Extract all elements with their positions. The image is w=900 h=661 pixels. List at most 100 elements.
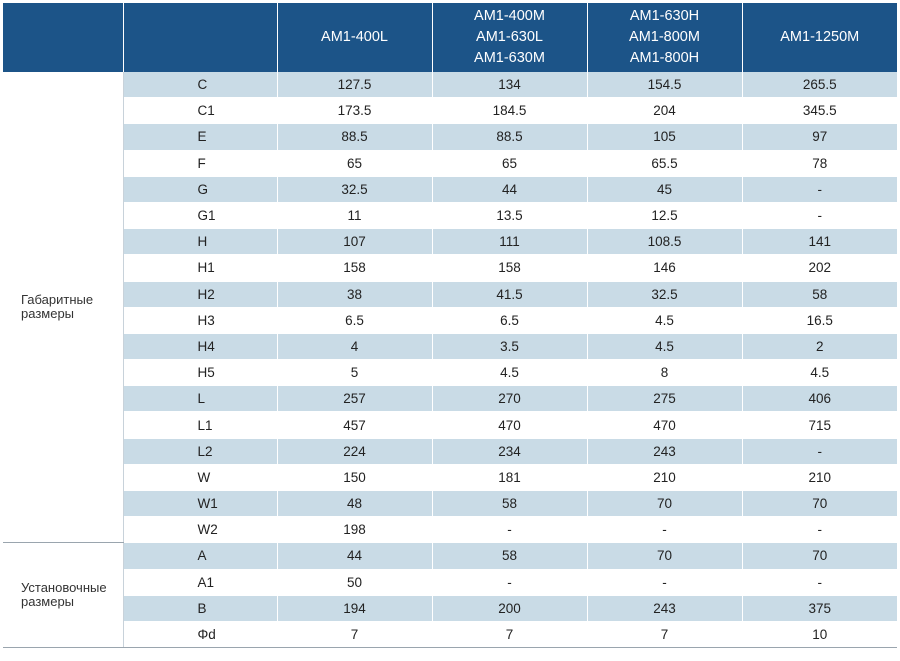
value-cell: 4 bbox=[277, 333, 433, 361]
value-cell: 198 bbox=[277, 516, 433, 544]
value-cell: 65 bbox=[432, 150, 588, 177]
value-cell: 146 bbox=[587, 254, 743, 282]
param-name: H1 bbox=[123, 254, 278, 282]
param-name: H3 bbox=[123, 307, 278, 334]
value-cell: 16.5 bbox=[742, 307, 897, 334]
value-cell: 32.5 bbox=[277, 176, 433, 203]
table-row: H5 5 4.5 8 4.5 bbox=[3, 359, 897, 387]
value-cell: 4.5 bbox=[587, 307, 743, 334]
group-label: Габаритные размеры bbox=[3, 72, 124, 544]
value-cell: 257 bbox=[277, 385, 433, 413]
value-cell: 88.5 bbox=[432, 123, 588, 151]
value-cell: 58 bbox=[742, 281, 897, 308]
value-cell: 58 bbox=[432, 542, 588, 570]
value-cell: 65 bbox=[277, 150, 433, 177]
value-cell: 58 bbox=[432, 490, 588, 518]
value-cell: 4.5 bbox=[432, 359, 588, 387]
value-cell: - bbox=[742, 438, 897, 465]
value-cell: 202 bbox=[742, 254, 897, 282]
value-cell: 107 bbox=[277, 228, 433, 256]
table-row: F 65 65 65.5 78 bbox=[3, 150, 897, 177]
dimensions-table: AM1-400L AM1-400M AM1-630L AM1-630M AM1-… bbox=[3, 3, 897, 649]
value-cell: 78 bbox=[742, 150, 897, 177]
value-cell: 111 bbox=[432, 228, 588, 256]
value-cell: 105 bbox=[587, 123, 743, 151]
value-cell: 45 bbox=[587, 176, 743, 203]
table-body: Габаритные размеры C 127.5 134 154.5 265.5 C1 17… bbox=[3, 72, 897, 649]
value-cell: 158 bbox=[277, 254, 433, 282]
value-cell: 12.5 bbox=[587, 202, 743, 230]
value-cell: 10 bbox=[742, 621, 897, 649]
value-cell: - bbox=[742, 516, 897, 544]
value-cell: 108.5 bbox=[587, 228, 743, 256]
value-cell: - bbox=[587, 516, 743, 544]
value-cell: 8 bbox=[587, 359, 743, 387]
model-name: AM1-400L bbox=[321, 29, 388, 45]
value-cell: 44 bbox=[432, 176, 588, 203]
value-cell: 406 bbox=[742, 385, 897, 413]
table-row: Установочные размеры A 44 58 70 70 bbox=[3, 542, 897, 649]
value-cell: 38 bbox=[277, 281, 433, 308]
value-cell: - bbox=[742, 569, 897, 596]
value-cell: 210 bbox=[742, 464, 897, 492]
value-cell: - bbox=[742, 202, 897, 230]
value-cell: 134 bbox=[432, 72, 588, 99]
value-cell: 6.5 bbox=[277, 307, 433, 334]
value-cell: 234 bbox=[432, 438, 588, 465]
model-name: AM1-1250M bbox=[780, 29, 860, 45]
header-row: AM1-400L AM1-400M AM1-630L AM1-630M AM1-… bbox=[3, 3, 897, 72]
model-name: AM1-630L bbox=[476, 29, 543, 45]
table-row: B 194 200 243 375 bbox=[3, 595, 897, 622]
param-name: L2 bbox=[123, 438, 278, 465]
model-name: AM1-630M bbox=[474, 50, 545, 66]
value-cell: 210 bbox=[587, 464, 743, 492]
value-cell: 65.5 bbox=[587, 150, 743, 177]
value-cell: 70 bbox=[587, 542, 743, 570]
param-name: H bbox=[123, 228, 278, 256]
value-cell: 7 bbox=[587, 621, 743, 649]
value-cell: 158 bbox=[432, 254, 588, 282]
table-row: L2 224 234 243- bbox=[3, 438, 897, 465]
table-row: G 32.5 44 45- bbox=[3, 176, 897, 203]
value-cell: - bbox=[432, 569, 588, 596]
value-cell: 141 bbox=[742, 228, 897, 256]
value-cell: 7 bbox=[277, 621, 433, 649]
value-cell: 375 bbox=[742, 595, 897, 622]
value-cell: 200 bbox=[432, 595, 588, 622]
value-cell: 70 bbox=[742, 490, 897, 518]
header-model-cell: AM1-400L bbox=[277, 3, 433, 72]
value-cell: 6.5 bbox=[432, 307, 588, 334]
value-cell: 7 bbox=[432, 621, 588, 649]
value-cell: 88.5 bbox=[277, 123, 433, 151]
param-name: G1 bbox=[123, 202, 278, 230]
param-name: A bbox=[123, 542, 278, 570]
table-row: C1 173.5 184.5 204 345.5 bbox=[3, 97, 897, 125]
value-cell: 70 bbox=[742, 542, 897, 570]
value-cell: 32.5 bbox=[587, 281, 743, 308]
table-row: W2 198- - - bbox=[3, 516, 897, 544]
value-cell: 150 bbox=[277, 464, 433, 492]
value-cell: - bbox=[587, 569, 743, 596]
param-name: A1 bbox=[123, 569, 278, 596]
value-cell: 224 bbox=[277, 438, 433, 465]
value-cell: 184.5 bbox=[432, 97, 588, 125]
value-cell: 243 bbox=[587, 438, 743, 465]
param-name: H2 bbox=[123, 281, 278, 308]
group-label-line: Габаритные bbox=[21, 292, 94, 308]
value-cell: 715 bbox=[742, 411, 897, 439]
model-name: AM1-630H bbox=[629, 8, 700, 24]
value-cell: 265.5 bbox=[742, 72, 897, 99]
value-cell: - bbox=[432, 516, 588, 544]
value-cell: 41.5 bbox=[432, 281, 588, 308]
header-param-cell bbox=[123, 3, 278, 72]
value-cell: 97 bbox=[742, 123, 897, 151]
value-cell: 127.5 bbox=[277, 72, 433, 99]
value-cell: 270 bbox=[432, 385, 588, 413]
value-cell: 204 bbox=[587, 97, 743, 125]
param-name: C bbox=[123, 72, 278, 99]
param-name: Φd bbox=[123, 621, 278, 649]
value-cell: 470 bbox=[587, 411, 743, 439]
group-label-line: размеры bbox=[21, 306, 75, 322]
table-row: W1 48 58 70 70 bbox=[3, 490, 897, 518]
value-cell: 11 bbox=[277, 202, 433, 230]
